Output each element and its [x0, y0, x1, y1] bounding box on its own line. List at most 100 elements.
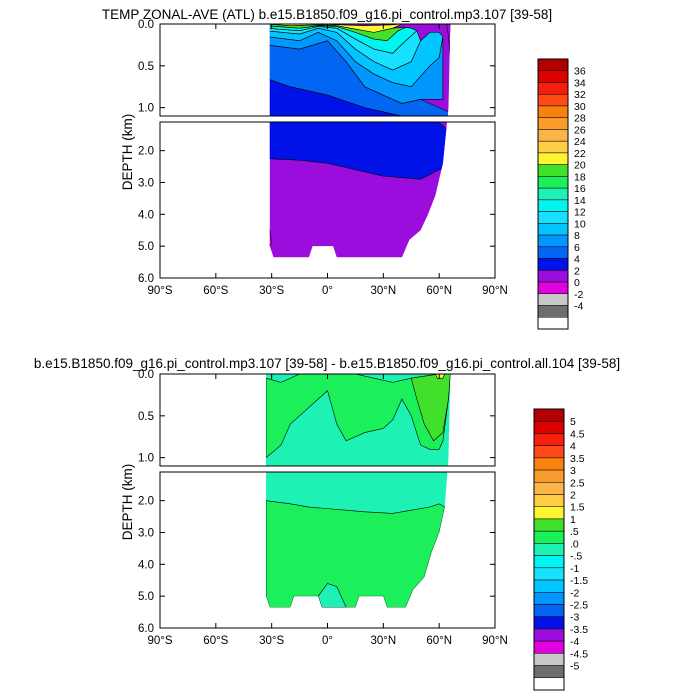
y-tick-label: 6.0: [138, 273, 154, 285]
colorbar-swatch: [537, 117, 569, 130]
contour-band-10: [269, 217, 272, 247]
y-tick-label: 0.0: [138, 19, 154, 31]
contour-band-8: [269, 24, 403, 33]
colorbar-swatch: [533, 592, 565, 605]
colorbar-label: 2: [570, 490, 576, 502]
colorbar-label: 20: [574, 160, 586, 172]
colorbar-swatch: [537, 129, 569, 142]
colorbar-swatch: [533, 530, 565, 544]
colorbar-label: 16: [574, 183, 586, 195]
colorbar-label: 1: [570, 514, 576, 526]
colorbar-label: -4.5: [570, 648, 588, 660]
colorbar-swatch: [533, 653, 565, 666]
colorbar-swatch: [533, 628, 565, 642]
y-tick-label: 3.0: [138, 177, 154, 189]
colorbar-label: 5: [570, 416, 576, 428]
colorbar-swatch: [533, 482, 565, 495]
colorbar-swatch: [537, 140, 569, 154]
colorbar-swatch: [537, 270, 569, 283]
contour-band-5: [317, 583, 347, 608]
colorbar-swatch: [533, 604, 565, 617]
y-tick-label: 4.0: [138, 559, 154, 571]
colorbar-label: 22: [574, 148, 586, 160]
colorbar-label: 2.5: [570, 477, 585, 489]
colorbar-label: 18: [574, 171, 586, 183]
colorbar-label: -3.5: [570, 624, 588, 636]
y-tick-label: 6.0: [138, 623, 154, 635]
y-tick-label: 2.0: [138, 146, 154, 158]
colorbar-label: .0: [570, 538, 579, 550]
colorbar-label: 36: [574, 66, 586, 78]
colorbar-label: 3.5: [570, 453, 585, 465]
colorbar-label: -2.5: [570, 599, 588, 611]
colorbar-swatch: [533, 665, 565, 679]
colorbar-label: -2: [570, 587, 579, 599]
x-tick-label: 90°N: [482, 285, 508, 297]
y-tick-label: 2.0: [138, 496, 154, 508]
colorbar-swatch: [537, 70, 569, 83]
colorbar-swatch: [537, 187, 569, 201]
colorbar-swatch: [533, 420, 565, 434]
colorbar-label: 34: [574, 77, 586, 89]
chart-1-bands: [269, 24, 451, 247]
colorbar-label: 3: [570, 465, 576, 477]
x-tick-label: 30°N: [370, 635, 396, 647]
colorbar-swatch: [533, 408, 565, 422]
chart-1-ylabel: DEPTH (km): [120, 114, 135, 191]
x-tick-label: 30°S: [259, 285, 284, 297]
x-tick-label: 60°S: [203, 635, 228, 647]
x-tick-label: 0°: [322, 635, 333, 647]
colorbar-label: 30: [574, 101, 586, 113]
panel-gap: [159, 466, 496, 472]
colorbar-swatch: [533, 433, 565, 446]
colorbar-swatch: [537, 293, 569, 306]
x-tick-label: 60°N: [426, 285, 452, 297]
colorbar-swatch: [533, 543, 565, 556]
colorbar-label: 4: [570, 441, 576, 453]
colorbar-swatch: [533, 469, 565, 483]
colorbar-label: 14: [574, 195, 586, 207]
colorbar-label: -4: [574, 301, 583, 313]
colorbar-swatch: [533, 445, 565, 459]
chart-2-group: 90°S 60°S 30°S 0° 30°N 60°N 90°N0.00.51.02.03.…: [138, 369, 588, 691]
chart-2-bands: [266, 374, 451, 608]
colorbar-swatch: [533, 677, 565, 691]
x-tick-label: 60°S: [203, 285, 228, 297]
colorbar-swatch: [537, 223, 569, 236]
colorbar-swatch: [533, 640, 565, 654]
colorbar-label: -1: [570, 563, 579, 575]
colorbar-swatch: [537, 164, 569, 177]
colorbar-swatch: [537, 105, 569, 118]
colorbar-swatch: [533, 457, 565, 471]
x-tick-label: 60°N: [426, 635, 452, 647]
colorbar-label: 4.5: [570, 428, 585, 440]
colorbar-label: 32: [574, 89, 586, 101]
y-tick-label: 0.5: [138, 61, 154, 73]
y-tick-label: 5.0: [138, 241, 154, 253]
x-tick-label: 0°: [322, 285, 333, 297]
chart-2-colorbar: 54.543.532.521.51.5.0-.5-1-1.5-2-2.5-3-3…: [533, 408, 588, 691]
x-tick-label: 90°N: [482, 635, 508, 647]
contour-band-1: [266, 374, 451, 459]
x-tick-label: 90°S: [147, 635, 172, 647]
colorbar-swatch: [537, 199, 569, 212]
chart-1-title: TEMP ZONAL-AVE (ATL) b.e15.B1850.f09_g16…: [102, 7, 552, 22]
colorbar-swatch: [537, 93, 569, 107]
colorbar-label: 10: [574, 218, 586, 230]
colorbar-swatch: [537, 246, 569, 259]
colorbar-swatch: [533, 616, 565, 630]
colorbar-swatch: [537, 317, 569, 330]
colorbar-swatch: [537, 234, 569, 248]
colorbar-label: 26: [574, 124, 586, 136]
colorbar-label: -2: [574, 289, 583, 301]
colorbar-label: -.5: [570, 551, 582, 563]
y-tick-label: 0.0: [138, 369, 154, 381]
colorbar-label: .5: [570, 526, 579, 538]
y-tick-label: 3.0: [138, 527, 154, 539]
chart-2-ylabel: DEPTH (km): [120, 464, 135, 541]
panel-gap: [159, 116, 496, 122]
colorbar-label: 8: [574, 230, 580, 242]
x-tick-label: 90°S: [147, 285, 172, 297]
colorbar-label: -4: [570, 636, 579, 648]
